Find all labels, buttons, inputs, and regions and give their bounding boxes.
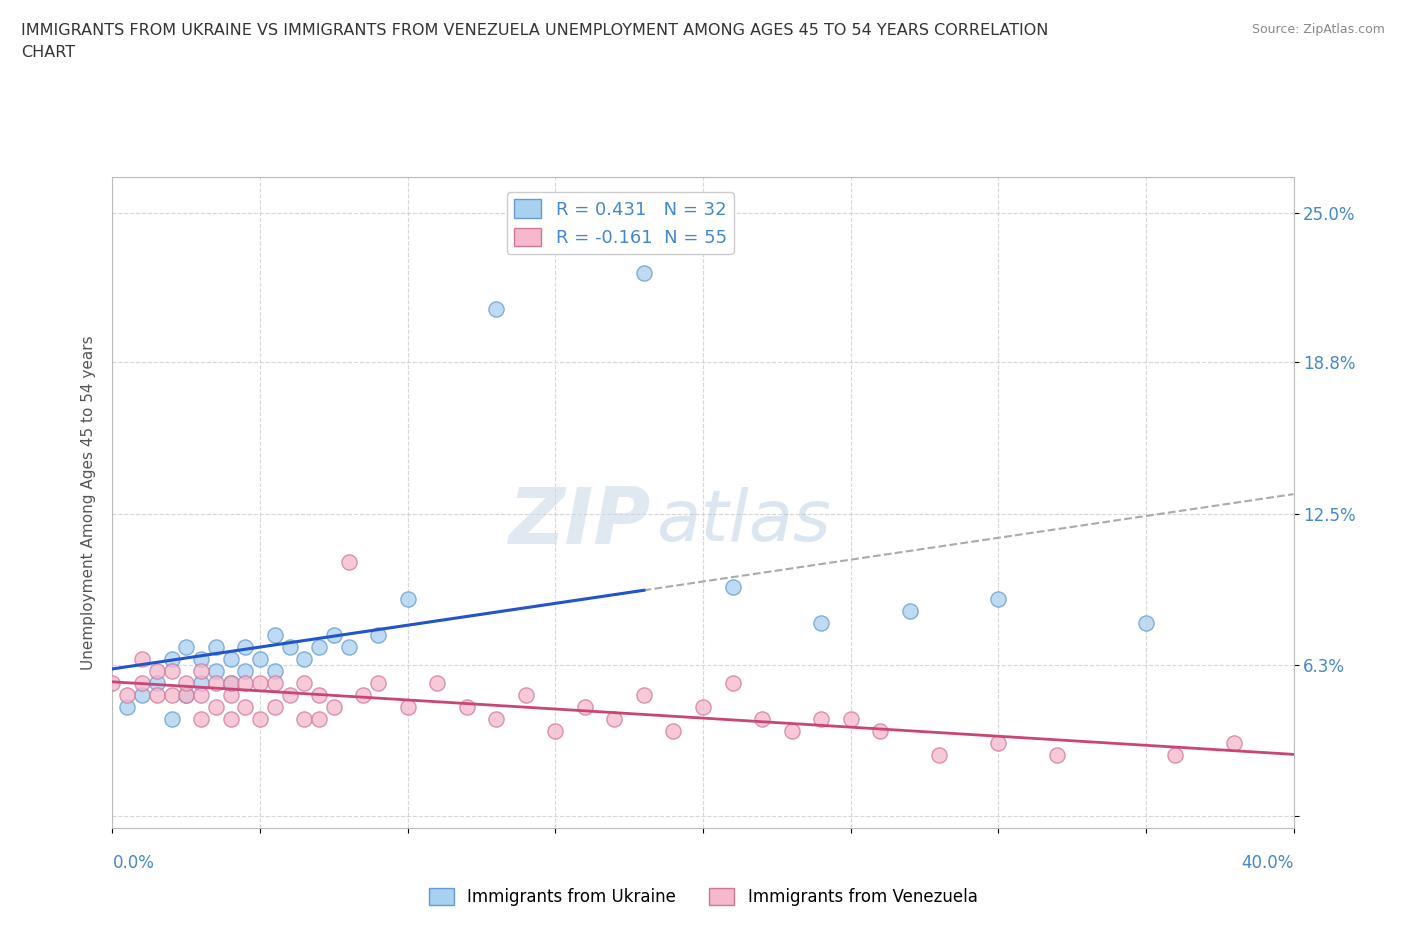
Point [131,652,153,667]
Point [1164,748,1187,763]
Point [233,699,256,714]
Point [190,711,212,726]
Point [264,663,287,678]
Point [264,699,287,714]
Point [278,687,301,702]
Legend: Immigrants from Ukraine, Immigrants from Venezuela: Immigrants from Ukraine, Immigrants from… [422,881,984,912]
Point [869,724,891,738]
Point [633,687,655,702]
Point [219,675,242,690]
Point [396,591,419,606]
Point [367,675,389,690]
Point [249,711,271,726]
Point [174,640,197,655]
Point [987,736,1010,751]
Point [928,748,950,763]
Point [146,663,169,678]
Point [190,687,212,702]
Point [249,652,271,667]
Point [146,675,169,690]
Point [292,652,315,667]
Point [219,711,242,726]
Point [219,652,242,667]
Text: IMMIGRANTS FROM UKRAINE VS IMMIGRANTS FROM VENEZUELA UNEMPLOYMENT AMONG AGES 45 : IMMIGRANTS FROM UKRAINE VS IMMIGRANTS FR… [21,23,1049,38]
Point [456,699,478,714]
Point [292,711,315,726]
Point [233,663,256,678]
Point [323,699,346,714]
Point [426,675,449,690]
Point [146,687,169,702]
Point [205,675,228,690]
Point [205,699,228,714]
Point [1223,736,1246,751]
Point [174,687,197,702]
Point [264,628,287,643]
Legend: R = 0.431   N = 32, R = -0.161  N = 55: R = 0.431 N = 32, R = -0.161 N = 55 [506,193,734,255]
Text: 40.0%: 40.0% [1241,854,1294,872]
Point [292,675,315,690]
Point [367,628,389,643]
Point [485,711,508,726]
Point [131,675,153,690]
Point [633,266,655,281]
Text: CHART: CHART [21,45,75,60]
Point [337,555,360,570]
Point [396,699,419,714]
Point [1046,748,1069,763]
Point [160,652,183,667]
Point [308,711,330,726]
Point [219,675,242,690]
Point [190,652,212,667]
Point [101,675,124,690]
Point [574,699,596,714]
Point [485,302,508,317]
Point [117,699,138,714]
Point [117,687,138,702]
Point [544,724,567,738]
Point [751,711,773,726]
Point [662,724,685,738]
Point [278,640,301,655]
Point [987,591,1010,606]
Text: 0.0%: 0.0% [112,854,155,872]
Point [205,663,228,678]
Point [160,663,183,678]
Point [233,640,256,655]
Point [337,640,360,655]
Point [308,640,330,655]
Point [308,687,330,702]
Point [352,687,374,702]
Point [233,675,256,690]
Point [190,675,212,690]
Point [323,628,346,643]
Point [174,687,197,702]
Point [515,687,537,702]
Point [603,711,626,726]
Y-axis label: Unemployment Among Ages 45 to 54 years: Unemployment Among Ages 45 to 54 years [80,335,96,670]
Point [131,687,153,702]
Point [898,604,921,618]
Point [160,687,183,702]
Text: ZIP: ZIP [508,484,650,560]
Point [1135,616,1157,631]
Point [190,663,212,678]
Point [160,711,183,726]
Text: Source: ZipAtlas.com: Source: ZipAtlas.com [1251,23,1385,36]
Point [721,675,744,690]
Point [205,640,228,655]
Text: atlas: atlas [655,487,831,556]
Point [219,687,242,702]
Point [780,724,803,738]
Point [810,616,832,631]
Point [249,675,271,690]
Point [692,699,714,714]
Point [721,579,744,594]
Point [839,711,862,726]
Point [174,675,197,690]
Point [810,711,832,726]
Point [264,675,287,690]
